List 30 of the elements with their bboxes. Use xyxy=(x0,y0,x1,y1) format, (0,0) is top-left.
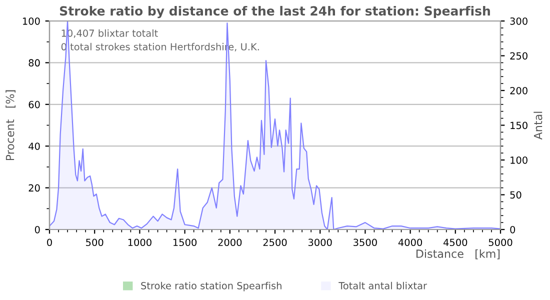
y2-tick-label: 0 xyxy=(510,226,516,234)
x-tick-label: 5000 xyxy=(488,238,512,246)
y2-tick-label: 100 xyxy=(510,156,528,164)
x-tick-label: 500 xyxy=(86,238,104,246)
y2-axis-title: Antal xyxy=(534,112,542,140)
y2-tick-label: 250 xyxy=(510,52,528,60)
x-tick-label: 4000 xyxy=(398,238,422,246)
chart-title: Stroke ratio by distance of the last 24h for station: Spearfish xyxy=(60,6,490,18)
legend-label: Stroke ratio station Spearfish xyxy=(141,282,282,292)
x-axis-title: Distance [km] xyxy=(416,249,500,260)
x-tick-label: 0 xyxy=(47,238,52,246)
y-tick-label: 20 xyxy=(28,184,40,192)
x-tick-label: 1500 xyxy=(173,238,197,246)
x-tick-label: 2000 xyxy=(218,238,242,246)
y-tick-label: 60 xyxy=(28,100,40,108)
y-tick-label: 0 xyxy=(34,226,40,234)
x-tick-label: 1000 xyxy=(128,238,152,246)
legend-label: Totalt antal blixtar xyxy=(338,282,428,290)
y2-tick-label: 300 xyxy=(510,17,528,25)
x-tick-label: 3000 xyxy=(308,238,332,246)
y-axis-title: Procent [%] xyxy=(6,90,16,160)
y2-tick-label: 150 xyxy=(510,122,528,130)
y2-tick-label: 200 xyxy=(510,86,528,94)
x-tick-label: 3500 xyxy=(354,238,377,246)
y-tick-label: 40 xyxy=(28,142,40,150)
x-tick-label: 2500 xyxy=(263,238,287,246)
y2-tick-label: 50 xyxy=(510,191,522,199)
y-tick-label: 100 xyxy=(22,17,40,25)
y-tick-label: 80 xyxy=(28,59,40,67)
x-tick-label: 4500 xyxy=(444,238,468,246)
